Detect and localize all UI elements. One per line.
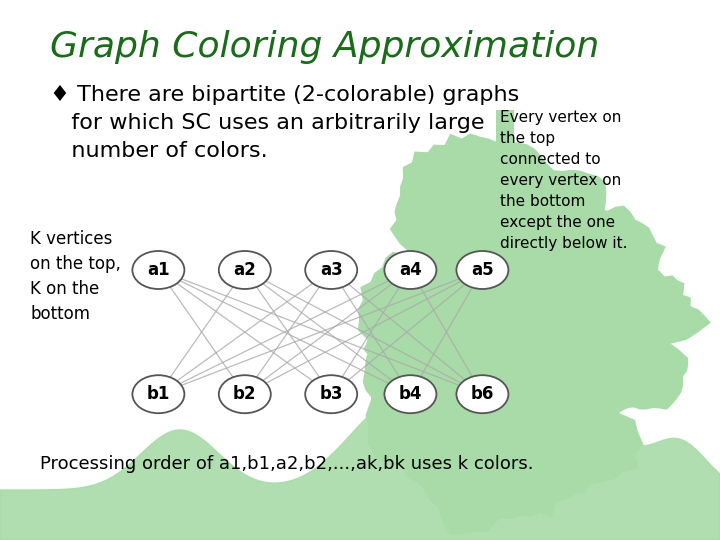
Text: Processing order of a1,b1,a2,b2,...,ak,bk uses k colors.: Processing order of a1,b1,a2,b2,...,ak,b… [40, 455, 534, 473]
Ellipse shape [219, 251, 271, 289]
Polygon shape [528, 206, 668, 379]
Text: Graph Coloring Approximation: Graph Coloring Approximation [50, 30, 599, 64]
Ellipse shape [384, 251, 436, 289]
Text: b2: b2 [233, 385, 256, 403]
Polygon shape [467, 159, 613, 320]
Ellipse shape [305, 251, 357, 289]
Text: a3: a3 [320, 261, 343, 279]
Polygon shape [363, 300, 506, 467]
Polygon shape [372, 238, 644, 535]
Text: b6: b6 [471, 385, 494, 403]
Text: K vertices
on the top,
K on the
bottom: K vertices on the top, K on the bottom [30, 230, 121, 323]
Ellipse shape [456, 251, 508, 289]
Ellipse shape [384, 375, 436, 413]
Text: a5: a5 [471, 261, 494, 279]
Polygon shape [475, 244, 659, 442]
Text: a4: a4 [399, 261, 422, 279]
Polygon shape [402, 191, 621, 368]
Ellipse shape [132, 251, 184, 289]
FancyBboxPatch shape [496, 110, 514, 240]
Polygon shape [495, 120, 512, 240]
Text: a2: a2 [233, 261, 256, 279]
Text: number of colors.: number of colors. [50, 141, 268, 161]
Ellipse shape [305, 375, 357, 413]
Text: b1: b1 [147, 385, 170, 403]
Ellipse shape [219, 375, 271, 413]
Ellipse shape [456, 375, 508, 413]
Text: b3: b3 [320, 385, 343, 403]
Text: for which SC uses an arbitrarily large: for which SC uses an arbitrarily large [50, 113, 485, 133]
Polygon shape [358, 220, 546, 464]
Polygon shape [390, 133, 567, 316]
Text: a1: a1 [147, 261, 170, 279]
Text: b4: b4 [399, 385, 422, 403]
Polygon shape [565, 262, 711, 410]
Ellipse shape [132, 375, 184, 413]
Text: Every vertex on
the top
connected to
every vertex on
the bottom
except the one
d: Every vertex on the top connected to eve… [500, 110, 628, 251]
Text: ♦ There are bipartite (2-colorable) graphs: ♦ There are bipartite (2-colorable) grap… [50, 85, 519, 105]
